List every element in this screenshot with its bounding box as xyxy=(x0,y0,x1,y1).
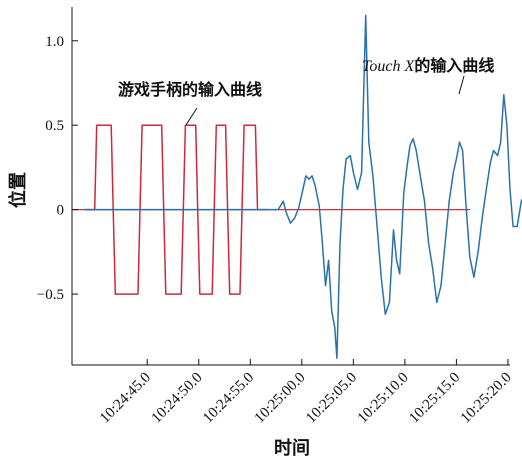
x-tick-label: 10:25:05.0 xyxy=(303,370,360,427)
annotation-touchx-leader xyxy=(458,75,465,95)
x-tick-label: 10:24:50.0 xyxy=(149,370,206,427)
annotation-layer: 游戏手柄的输入曲线 Touch X的输入曲线 xyxy=(118,56,494,126)
y-tick-label: 1.0 xyxy=(45,34,64,50)
x-tick-label: 10:24:45.0 xyxy=(97,370,154,427)
x-tick-label: 10:25:00.0 xyxy=(252,370,309,427)
x-tick-label: 10:25:10.0 xyxy=(355,370,412,427)
annotation-touchx-rest: 的输入曲线 xyxy=(414,56,494,75)
series-line-gamepad xyxy=(84,124,268,295)
series-line-touchx xyxy=(84,14,522,359)
series-layer xyxy=(72,14,522,359)
y-tick-label: 0.5 xyxy=(45,118,64,134)
annotation-gamepad-label: 游戏手柄的输入曲线 xyxy=(118,80,262,99)
y-axis-title: 位置 xyxy=(7,172,29,208)
x-tick-label: 10:25:15.0 xyxy=(406,370,463,427)
y-tick-label: −0.5 xyxy=(37,287,64,303)
annotation-touchx-label: Touch X的输入曲线 xyxy=(362,56,494,75)
y-tick-label: 0 xyxy=(57,203,65,219)
x-tick-label: 10:25:20.0 xyxy=(458,370,515,427)
annotation-gamepad-leader xyxy=(185,107,198,126)
annotation-touchx-italic: Touch X xyxy=(362,58,416,75)
x-axis-title: 时间 xyxy=(274,438,310,459)
x-tick-label: 10:24:55.0 xyxy=(200,370,257,427)
